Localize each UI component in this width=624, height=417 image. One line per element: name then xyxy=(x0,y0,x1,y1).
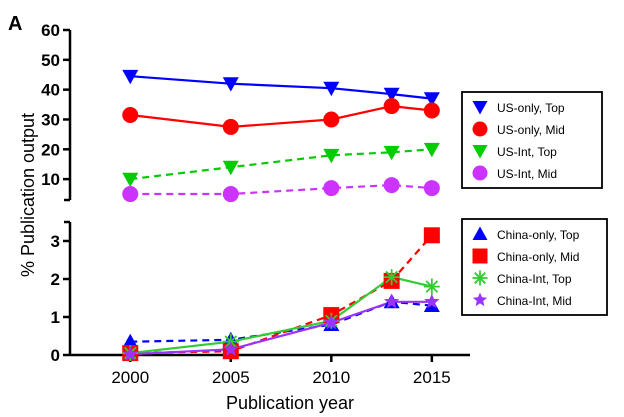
data-point xyxy=(323,314,339,330)
legend-label: China-Int, Mid xyxy=(497,294,572,308)
data-point xyxy=(222,160,239,176)
y-tick-label: 40 xyxy=(41,81,60,100)
data-point xyxy=(383,145,400,161)
legend-label: US-Int, Mid xyxy=(497,167,557,181)
data-point xyxy=(122,333,139,349)
y-tick-label: 20 xyxy=(41,140,60,159)
data-point xyxy=(122,186,139,203)
y-tick-label: 10 xyxy=(41,170,60,189)
data-point xyxy=(423,102,440,119)
us-series-line xyxy=(130,148,432,181)
legend-lower: China-only, Top China-only, Mid China-Int,… xyxy=(461,218,608,316)
asterisk-stroke xyxy=(385,270,398,284)
legend-label: US-only, Top xyxy=(497,101,565,115)
data-point xyxy=(222,77,239,92)
data-point xyxy=(423,142,440,158)
data-point xyxy=(472,121,488,137)
panel-label: A xyxy=(8,13,22,35)
data-point xyxy=(384,293,400,309)
legend-upper: US-only, Top US-only, Mid US-Int, Top US-In… xyxy=(461,91,603,189)
y-tick-label: 0 xyxy=(51,346,60,365)
data-point xyxy=(424,293,440,309)
plot-area: 10 20 30 40 50 60 0 1 2 3 2000 2005 2010 2015 US-only,… xyxy=(41,21,608,387)
us-series-line xyxy=(130,183,432,196)
y-tick-label: 30 xyxy=(41,110,60,129)
data-point xyxy=(423,227,440,244)
data-point xyxy=(383,269,400,286)
data-point xyxy=(472,292,488,307)
x-tick-label: 2000 xyxy=(111,368,149,387)
data-point xyxy=(383,98,400,115)
data-point xyxy=(323,148,340,164)
data-point xyxy=(423,278,440,295)
y-tick-label: 50 xyxy=(41,51,60,70)
data-point xyxy=(323,180,340,197)
y-tick-label: 3 xyxy=(51,232,60,251)
data-point xyxy=(423,92,440,107)
data-point xyxy=(383,87,400,103)
data-point xyxy=(472,145,488,159)
china-series-line xyxy=(130,300,432,356)
y-axis-label: % Publication output xyxy=(18,113,38,277)
legend-box xyxy=(461,218,608,316)
x-axis-label: Publication year xyxy=(226,393,354,413)
y-tick-label: 60 xyxy=(41,21,60,40)
x-tick-label: 2005 xyxy=(212,368,250,387)
legend-label: China-only, Mid xyxy=(497,250,579,264)
data-point xyxy=(472,248,488,264)
us-series-line xyxy=(130,75,432,100)
data-point xyxy=(423,180,440,197)
data-point xyxy=(122,346,138,361)
x-tick-label: 2010 xyxy=(312,368,350,387)
legend-label: US-only, Mid xyxy=(497,123,565,137)
data-point xyxy=(472,226,488,240)
data-point xyxy=(323,111,340,128)
data-point xyxy=(472,270,488,286)
data-point xyxy=(472,101,488,115)
data-point xyxy=(323,81,340,97)
data-point xyxy=(222,118,239,135)
legend-label: China-only, Top xyxy=(497,228,580,242)
x-tick-label: 2015 xyxy=(413,368,451,387)
china-series-line xyxy=(130,300,432,343)
asterisk-stroke xyxy=(474,272,486,284)
y-tick-label: 1 xyxy=(51,308,60,327)
data-point xyxy=(223,341,239,356)
legend-label: US-Int, Top xyxy=(497,145,557,159)
data-point xyxy=(122,107,139,123)
y-tick-label: 2 xyxy=(51,270,60,289)
data-point xyxy=(222,186,239,203)
data-point xyxy=(122,172,139,188)
legend-label: China-Int, Top xyxy=(497,272,572,286)
asterisk-stroke xyxy=(425,280,439,293)
data-point xyxy=(472,165,488,181)
data-point xyxy=(383,177,400,194)
data-point xyxy=(122,69,139,85)
